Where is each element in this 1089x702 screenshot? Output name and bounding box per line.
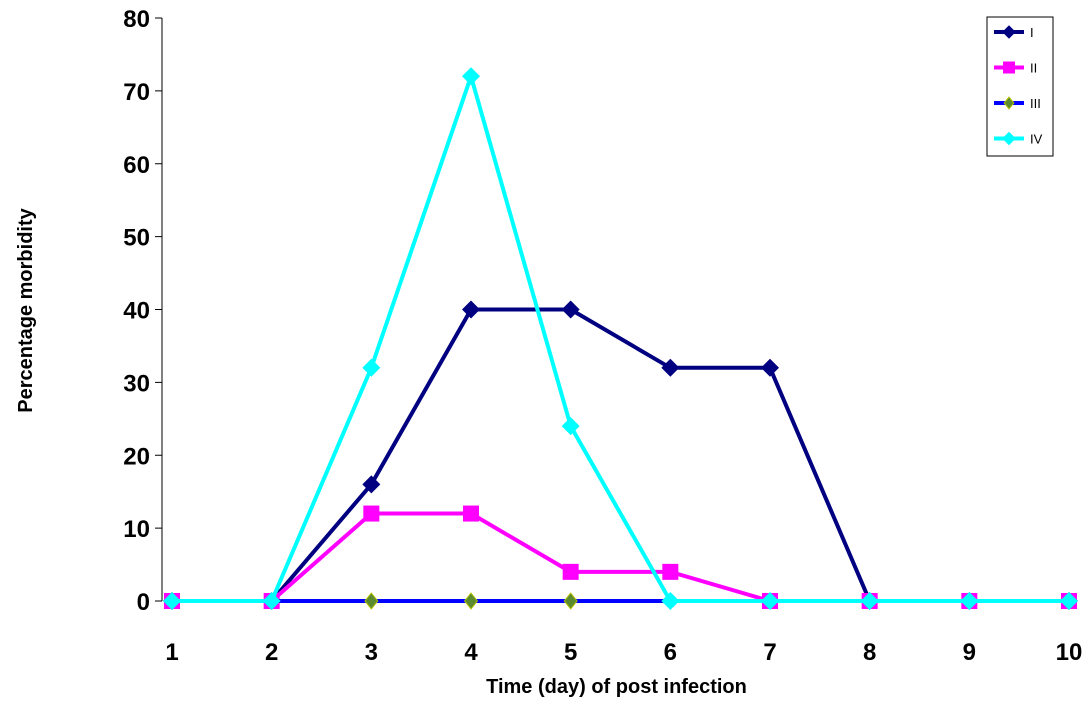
legend-marker (1003, 96, 1015, 110)
series-i (163, 300, 1078, 610)
data-point-ii-5 (562, 563, 579, 580)
data-point-iv-5 (561, 417, 580, 436)
x-tick-label: 2 (265, 639, 278, 666)
y-axis: 0 10 20 30 40 50 60 70 80 (123, 6, 163, 616)
y-axis-title: Percentage morbidity (15, 207, 37, 412)
data-point-ii-4 (463, 505, 479, 522)
data-point-iv-7 (761, 592, 779, 610)
legend-item-iii: III (994, 96, 1041, 111)
x-tick-label: 9 (963, 639, 976, 666)
data-point-iv-8 (860, 592, 879, 610)
data-point-i-7 (761, 358, 779, 377)
x-tick-label: 1 (165, 639, 178, 666)
series-line-iv (172, 69, 1069, 603)
data-point-ii-6 (662, 563, 679, 580)
legend-item-ii: II (994, 61, 1037, 76)
legend-marker (1002, 131, 1016, 146)
data-point-iii-3 (364, 592, 379, 610)
x-axis: 1 2 3 4 5 6 7 8 9 10 (165, 639, 1082, 666)
x-tick-label: 10 (1056, 639, 1083, 666)
series-layer (163, 67, 1078, 610)
x-tick-label: 6 (664, 639, 677, 666)
x-tick-label: 5 (564, 639, 577, 666)
data-point-i-5 (561, 300, 580, 319)
y-tick-label: 70 (123, 79, 150, 106)
data-point-iv-9 (960, 592, 979, 610)
y-tick-label: 40 (123, 298, 150, 325)
data-point-i-3 (362, 475, 381, 494)
legend-marker (1003, 61, 1015, 74)
y-tick-label: 50 (123, 225, 150, 252)
data-point-iii-4 (463, 592, 479, 610)
legend-label: III (1030, 96, 1041, 111)
data-point-iv-1 (163, 592, 181, 610)
x-axis-title: Time (day) of post infection (486, 676, 747, 698)
legend-label: II (1030, 61, 1037, 76)
series-ii (164, 505, 1077, 609)
data-point-iv-10 (1060, 592, 1078, 610)
data-point-iii-5 (563, 592, 578, 610)
data-point-i-4 (462, 300, 480, 319)
y-tick-label: 60 (123, 152, 150, 179)
y-tick-label: 10 (123, 516, 150, 543)
x-tick-label: 3 (365, 639, 378, 666)
data-point-iv-6 (661, 592, 680, 610)
x-tick-label: 4 (464, 639, 478, 666)
y-tick-label: 20 (123, 443, 150, 470)
legend-box (986, 16, 1054, 157)
data-point-ii-3 (363, 505, 380, 522)
data-point-iv-2 (262, 592, 281, 610)
legend-marker (1002, 25, 1016, 39)
y-tick-label: 30 (123, 370, 150, 397)
series-iv (163, 67, 1078, 610)
data-point-i-6 (661, 358, 680, 377)
x-tick-label: 7 (763, 639, 776, 666)
data-point-iv-3 (362, 358, 381, 377)
legend-label: IV (1030, 132, 1043, 147)
series-line-i (172, 307, 1069, 603)
x-tick-label: 8 (863, 639, 876, 666)
y-tick-label: 80 (123, 6, 150, 33)
legend-item-i: I (994, 25, 1034, 40)
data-point-iv-4 (462, 67, 480, 86)
legend-label: I (1030, 25, 1034, 40)
y-tick-label: 0 (137, 589, 150, 616)
legend-item-iv: IV (994, 132, 1043, 147)
